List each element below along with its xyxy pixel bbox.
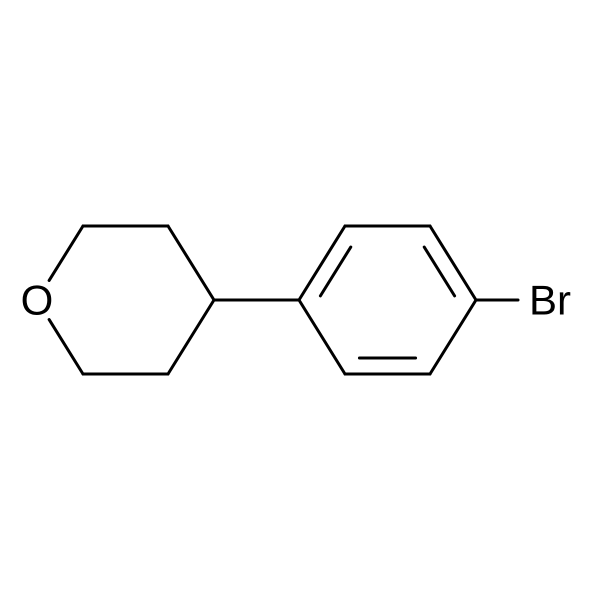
bond-O-C1 [49, 226, 83, 280]
bond-C2-C3 [168, 226, 214, 300]
bond-B6-B1 [299, 300, 345, 374]
bond-B4-B5 [430, 300, 476, 374]
bond-B1-B2-inner [320, 247, 350, 296]
atom-label-o: O [21, 277, 54, 324]
atom-label-br: Br [529, 277, 571, 324]
bond-C3-C4 [168, 300, 214, 374]
bond-B3-B4-inner [424, 247, 454, 296]
chemical-structure-svg: O Br [0, 0, 600, 600]
bond-B3-B4 [430, 226, 476, 300]
bond-C5-O [49, 320, 83, 374]
bond-B1-B2 [299, 226, 345, 300]
